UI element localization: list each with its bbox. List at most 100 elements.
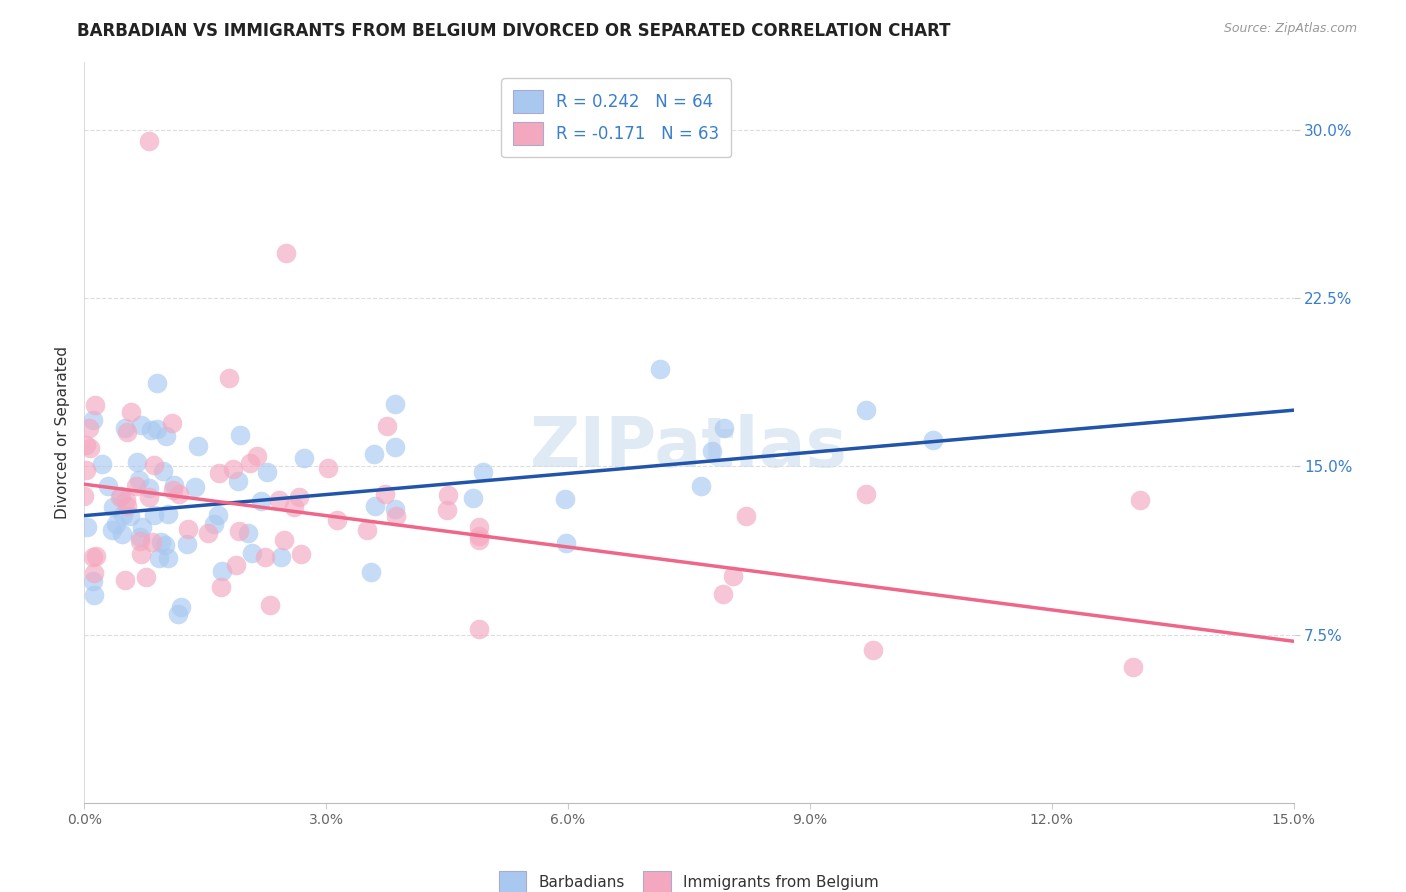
Point (554, 492, 576, 507)
Point (148, 550, 170, 565)
Point (163, 477, 186, 491)
Point (471, 465, 494, 479)
Point (117, 500, 139, 514)
Point (128, 473, 150, 487)
Point (225, 558, 247, 572)
Point (855, 403, 877, 417)
Point (155, 429, 177, 443)
Point (202, 516, 225, 531)
Point (702, 443, 724, 458)
Point (236, 526, 259, 541)
Point (197, 525, 219, 540)
Point (141, 535, 163, 549)
Point (82, 574, 104, 588)
Point (97, 479, 120, 493)
Point (176, 537, 198, 551)
Point (259, 598, 281, 612)
Point (138, 134, 160, 148)
Point (468, 622, 491, 636)
Point (374, 486, 396, 500)
Point (229, 428, 252, 442)
Point (90, 457, 112, 471)
Point (75, 463, 97, 477)
Point (267, 493, 290, 508)
Text: BARBADIAN VS IMMIGRANTS FROM BELGIUM DIVORCED OR SEPARATED CORRELATION CHART: BARBADIAN VS IMMIGRANTS FROM BELGIUM DIV… (77, 22, 950, 40)
Point (142, 458, 165, 472)
Point (83, 588, 105, 602)
Point (160, 417, 183, 431)
Point (105, 516, 128, 531)
Point (468, 520, 491, 534)
Point (129, 417, 152, 432)
Text: ZIPatlas: ZIPatlas (530, 414, 848, 481)
Point (114, 421, 136, 435)
Point (125, 455, 148, 469)
Point (239, 456, 262, 470)
Point (167, 487, 190, 501)
Point (152, 464, 174, 478)
Point (316, 460, 339, 475)
Legend: Barbadians, Immigrants from Belgium: Barbadians, Immigrants from Belgium (489, 863, 889, 892)
Point (288, 490, 311, 504)
Point (273, 533, 295, 548)
Point (135, 570, 157, 584)
Point (143, 508, 166, 522)
Point (82, 550, 104, 565)
Point (436, 503, 458, 517)
Point (129, 547, 152, 561)
Point (120, 405, 142, 419)
Point (108, 491, 131, 505)
Point (82, 412, 104, 426)
Point (256, 465, 278, 479)
Point (209, 580, 232, 594)
Point (384, 502, 406, 516)
Point (384, 508, 406, 523)
Point (226, 475, 249, 489)
Point (129, 533, 152, 548)
Point (115, 425, 138, 439)
Point (325, 513, 347, 527)
Text: Source: ZipAtlas.com: Source: ZipAtlas.com (1223, 22, 1357, 36)
Point (114, 573, 136, 587)
Point (73, 489, 96, 503)
Point (734, 509, 756, 524)
Point (84, 549, 107, 564)
Point (79, 441, 101, 455)
Point (690, 479, 713, 493)
Point (111, 526, 134, 541)
Point (468, 533, 491, 548)
Point (83, 398, 105, 412)
Point (384, 397, 406, 411)
Point (384, 441, 406, 455)
Point (157, 551, 180, 566)
Point (218, 371, 240, 385)
Point (176, 522, 198, 536)
Point (187, 440, 209, 454)
Point (138, 491, 160, 505)
Point (1122, 660, 1144, 674)
Point (862, 643, 884, 657)
Point (211, 564, 233, 578)
Point (375, 419, 398, 434)
Point (246, 449, 269, 463)
Point (76, 520, 98, 534)
Point (83, 566, 105, 580)
Point (1129, 492, 1152, 507)
Point (139, 423, 162, 437)
Point (713, 421, 735, 435)
Y-axis label: Divorced or Separated: Divorced or Separated (55, 346, 70, 519)
Point (437, 488, 460, 502)
Point (555, 536, 578, 550)
Point (129, 530, 152, 544)
Point (208, 466, 231, 480)
Point (153, 538, 176, 552)
Point (167, 607, 190, 622)
Point (184, 480, 207, 494)
Point (713, 587, 735, 601)
Point (75, 438, 97, 452)
Point (290, 547, 312, 561)
Point (146, 376, 169, 390)
Point (146, 422, 169, 436)
Point (360, 565, 382, 579)
Point (461, 491, 484, 505)
